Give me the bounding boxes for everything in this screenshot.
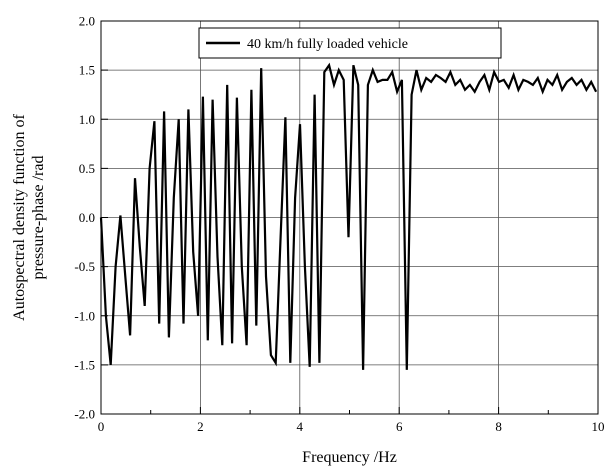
series-line	[99, 62, 598, 370]
y-axis-title-line2: pressure-phase /rad	[30, 156, 47, 280]
y-tick-label: 0.5	[79, 161, 95, 176]
x-tick-label: 0	[98, 419, 105, 434]
y-axis-title-line1: Autospectral density function of	[11, 114, 28, 321]
tick-label-layer: 0 2 4 6 8 10 -2.0 -1.5 -1.0 -0.5 0.0 0.5 1.0 1.5 2.0	[74, 14, 604, 435]
x-tick-label: 2	[197, 419, 204, 434]
x-tick-label: 10	[592, 419, 604, 434]
tick-layer	[100, 20, 599, 415]
legend-box	[198, 27, 502, 59]
y-tick-label: 2.0	[79, 14, 95, 29]
x-tick-label: 6	[396, 419, 403, 434]
y-tick-label: -0.5	[74, 259, 95, 274]
y-tick-label: -1.0	[74, 308, 95, 323]
y-tick-label: 1.0	[79, 112, 95, 127]
series-layer	[99, 62, 598, 370]
y-tick-label: -2.0	[74, 407, 95, 422]
x-tick-label: 8	[495, 419, 502, 434]
legend-label: 40 km/h fully loaded vehicle	[247, 37, 408, 52]
x-tick-label: 4	[297, 419, 304, 434]
y-tick-label: -1.5	[74, 357, 95, 372]
legend: 40 km/h fully loaded vehicle	[198, 27, 502, 59]
y-tick-label: 0.0	[79, 210, 95, 225]
y-tick-label: 1.5	[79, 63, 95, 78]
x-axis-title: Frequency /Hz	[302, 449, 397, 466]
